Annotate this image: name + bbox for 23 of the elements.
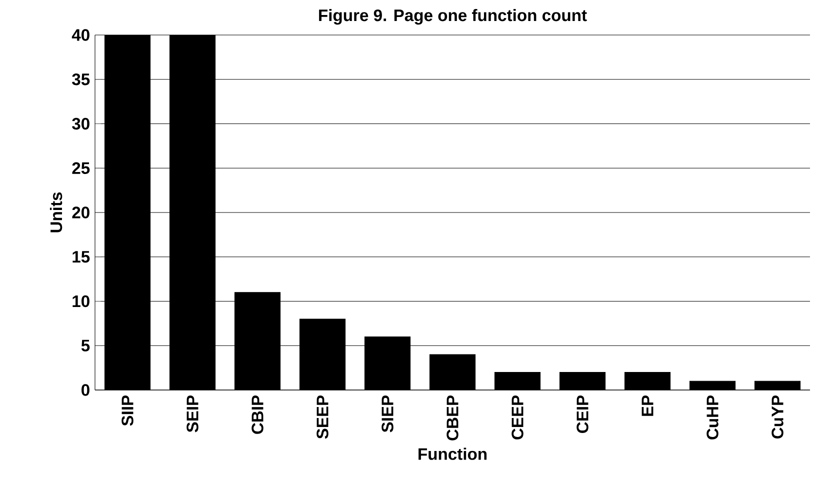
- x-tick-label: EP: [642, 395, 654, 416]
- x-tick-label: CBIP: [252, 395, 264, 434]
- y-tick-label: 35: [72, 73, 90, 86]
- x-tick-label: SIIP: [122, 395, 134, 426]
- y-axis-title: Units: [50, 192, 62, 232]
- y-tick-label: 30: [72, 118, 90, 130]
- x-tick-label: CBEP: [446, 395, 458, 440]
- x-tick-label: CuYP: [772, 395, 784, 438]
- y-tick-label: 0: [82, 384, 90, 396]
- y-tick-label: 25: [72, 162, 90, 174]
- chart-title: Figure 9. Page one function count: [319, 9, 587, 25]
- x-tick-label: CEIP: [576, 395, 588, 433]
- y-tick-label: 20: [72, 206, 90, 218]
- y-tick-label: 40: [72, 29, 90, 41]
- y-tick-label: 5: [81, 340, 90, 352]
- x-axis-title: Function: [418, 448, 487, 460]
- x-tick-label: SEIP: [186, 395, 198, 432]
- x-tick-label: CEEP: [512, 395, 524, 440]
- x-tick-label: SEEP: [316, 395, 328, 439]
- x-tick-label: SIEP: [382, 395, 394, 432]
- y-tick-label: 15: [72, 251, 90, 263]
- x-tick-label: CuHP: [706, 395, 718, 440]
- y-tick-label: 10: [72, 295, 90, 308]
